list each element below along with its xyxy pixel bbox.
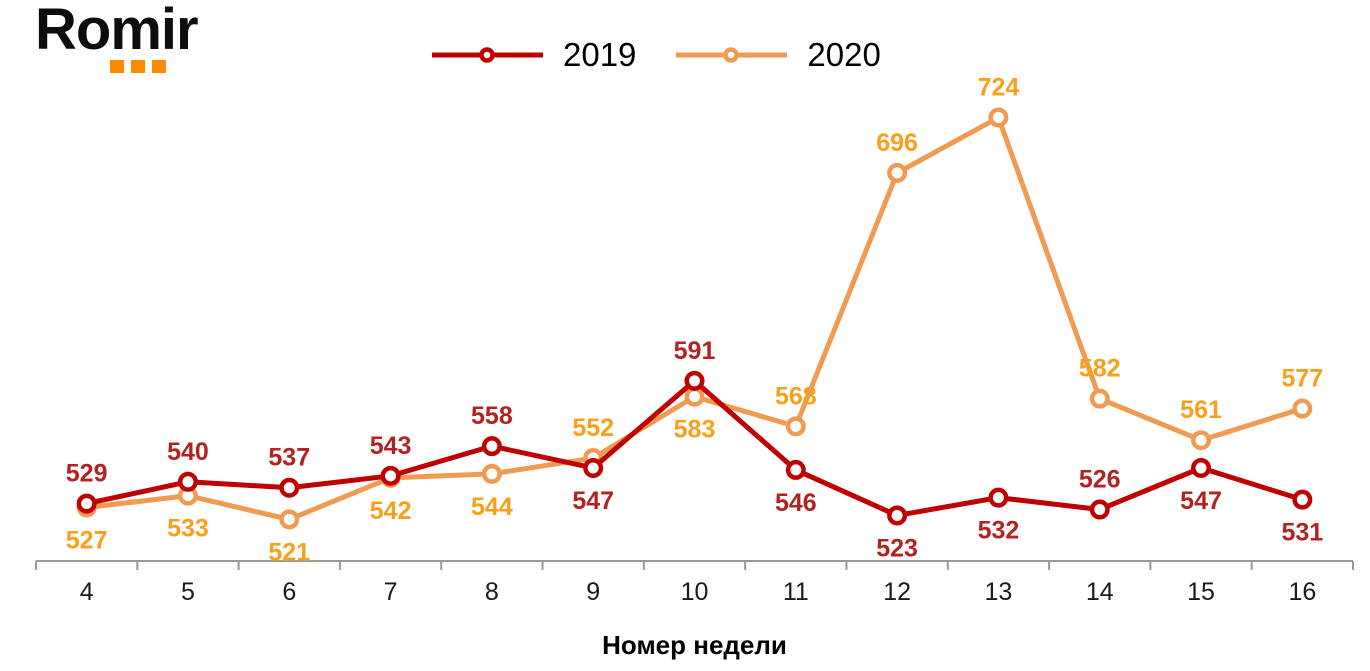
x-tick-label: 10 [681, 578, 709, 606]
romir-logo-text: Romir [35, 0, 199, 62]
data-point-label-2020: 527 [66, 527, 108, 555]
data-point-marker-2019 [887, 505, 908, 526]
logo-dot [110, 60, 124, 73]
x-tick-label: 8 [485, 578, 499, 606]
data-point-label-2019: 531 [1281, 519, 1323, 547]
data-point-marker-2019 [1292, 489, 1313, 510]
data-point-marker-2019 [279, 477, 300, 498]
x-tick-label: 9 [586, 578, 600, 606]
data-point-marker-2020 [887, 162, 908, 183]
data-point-label-2019: 591 [674, 337, 716, 365]
data-point-label-2020: 533 [167, 515, 209, 543]
data-point-label-2019: 547 [572, 487, 614, 515]
data-point-label-2020: 561 [1180, 396, 1222, 424]
data-point-label-2020: 544 [471, 493, 513, 521]
data-point-label-2020: 582 [1079, 355, 1121, 383]
data-point-marker-2019 [988, 487, 1009, 508]
romir-logo: Romir [35, 0, 199, 73]
data-point-label-2019: 547 [1180, 487, 1222, 515]
data-point-marker-2019 [481, 436, 502, 457]
legend-item-2020: 2020 [674, 36, 881, 74]
data-point-marker-2020 [988, 107, 1009, 128]
data-point-label-2020: 568 [775, 382, 817, 410]
logo-dot [131, 60, 145, 73]
data-point-label-2020: 696 [876, 129, 918, 157]
data-point-label-2019: 540 [167, 438, 209, 466]
x-tick-label: 15 [1187, 578, 1215, 606]
data-point-label-2020: 724 [978, 73, 1020, 101]
data-point-marker-2019 [1191, 457, 1212, 478]
x-tick-label: 6 [282, 578, 296, 606]
data-point-label-2020: 542 [370, 497, 412, 525]
data-point-label-2019: 526 [1079, 466, 1121, 494]
x-tick-label: 12 [883, 578, 911, 606]
data-point-marker-2020 [684, 386, 705, 407]
data-point-label-2020: 577 [1281, 365, 1323, 393]
data-point-label-2019: 532 [978, 517, 1020, 545]
data-point-marker-2020 [279, 509, 300, 530]
data-point-marker-2020 [1089, 388, 1110, 409]
legend-label-2019: 2019 [563, 36, 637, 73]
legend-swatch-2020-icon [676, 47, 788, 63]
data-point-label-2019: 558 [471, 402, 513, 430]
x-axis-title: Номер недели [602, 630, 787, 660]
romir-logo-dots [110, 60, 198, 73]
x-tick-label: 11 [783, 578, 809, 606]
x-tick-label: 16 [1288, 578, 1316, 606]
data-point-marker-2019 [785, 459, 806, 480]
legend-label-2020: 2020 [807, 36, 881, 73]
x-tick-label: 4 [80, 578, 94, 606]
data-point-label-2019: 529 [66, 460, 108, 488]
x-tick-label: 7 [384, 578, 398, 606]
data-point-label-2019: 537 [268, 444, 310, 472]
data-point-marker-2020 [481, 463, 502, 484]
data-point-marker-2019 [583, 457, 604, 478]
data-point-label-2019: 543 [370, 432, 412, 460]
data-point-marker-2019 [1089, 499, 1110, 520]
chart-legend: 2019 2020 [430, 36, 881, 74]
legend-item-2019: 2019 [430, 36, 636, 74]
data-point-marker-2019 [76, 493, 97, 514]
data-point-label-2020: 552 [572, 414, 614, 442]
data-point-marker-2019 [380, 465, 401, 486]
logo-dot [152, 60, 166, 73]
x-tick-label: 14 [1086, 578, 1114, 606]
data-point-marker-2020 [785, 416, 806, 437]
data-point-marker-2019 [684, 370, 705, 391]
x-tick-label: 13 [985, 578, 1013, 606]
data-point-label-2020: 583 [674, 416, 716, 444]
data-point-label-2019: 523 [876, 534, 918, 562]
data-point-label-2019: 546 [775, 489, 817, 517]
legend-swatch-2019-icon [432, 47, 543, 63]
data-point-marker-2020 [1191, 430, 1212, 451]
x-tick-label: 5 [181, 578, 195, 606]
data-point-label-2020: 521 [268, 538, 310, 566]
data-point-marker-2019 [177, 471, 198, 492]
data-point-marker-2020 [1292, 398, 1313, 419]
